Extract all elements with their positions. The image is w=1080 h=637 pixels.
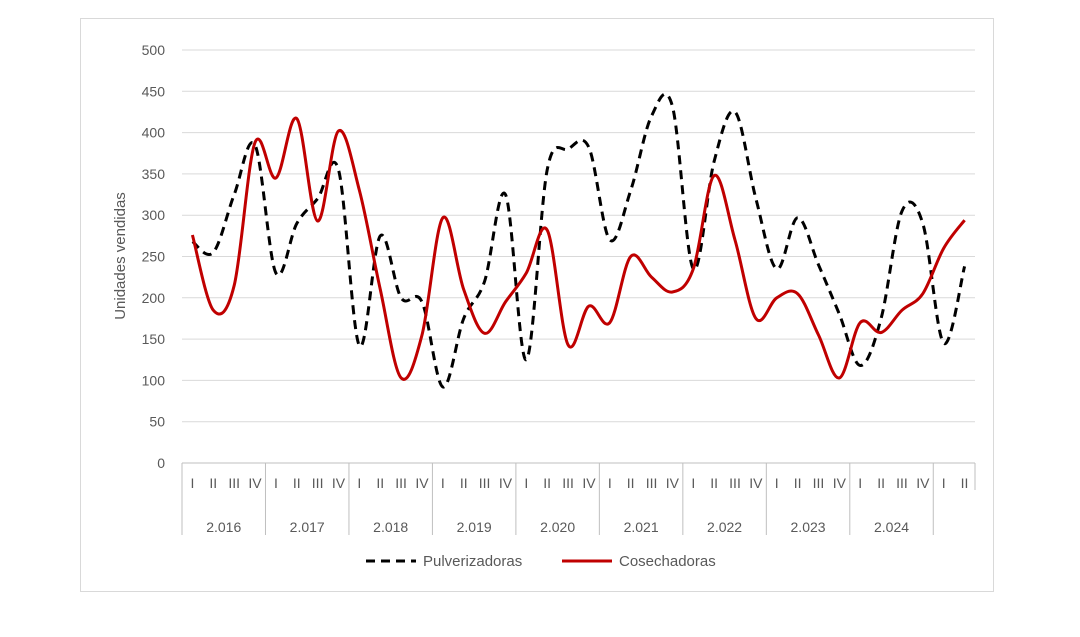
y-tick-label: 350: [142, 166, 166, 182]
x-tick-label: IV: [833, 475, 847, 491]
x-tick-label: I: [775, 475, 779, 491]
y-tick-label: 300: [142, 207, 166, 223]
y-tick-label: 500: [142, 42, 166, 58]
x-tick-label: I: [274, 475, 278, 491]
y-tick-label: 400: [142, 125, 166, 141]
x-tick-label: II: [710, 475, 718, 491]
x-tick-label: II: [877, 475, 885, 491]
y-tick-label: 450: [142, 83, 166, 99]
x-tick-label: IV: [332, 475, 346, 491]
x-tick-label: III: [813, 475, 825, 491]
series-line-cosechadoras: [190, 116, 966, 381]
x-tick-label: III: [896, 475, 908, 491]
x-tick-label: II: [293, 475, 301, 491]
x-tick-label: I: [942, 475, 946, 491]
y-tick-label: 200: [142, 290, 166, 306]
x-tick-label: I: [858, 475, 862, 491]
x-tick-label: I: [190, 475, 194, 491]
x-group-label: 2.023: [791, 519, 826, 535]
x-tick-label: I: [524, 475, 528, 491]
x-group-label: 2.019: [457, 519, 492, 535]
x-tick-label: II: [376, 475, 384, 491]
y-tick-label: 150: [142, 331, 166, 347]
legend-label-cosechadoras: Cosechadoras: [619, 553, 716, 570]
y-tick-label: 0: [157, 455, 165, 471]
legend-label-pulverizadoras: Pulverizadoras: [423, 553, 522, 570]
x-group-label: 2.020: [540, 519, 575, 535]
y-axis-title: Unidades vendidas: [112, 192, 129, 320]
y-tick-label: 50: [149, 414, 165, 430]
x-tick-label: III: [646, 475, 658, 491]
x-group-label: 2.024: [874, 519, 909, 535]
x-tick-label: IV: [582, 475, 596, 491]
x-group-label: 2.016: [206, 519, 241, 535]
x-group-label: 2.018: [373, 519, 408, 535]
x-tick-label: IV: [248, 475, 262, 491]
x-tick-label: IV: [666, 475, 680, 491]
x-tick-label: II: [543, 475, 551, 491]
x-group-label: 2.017: [290, 519, 325, 535]
y-tick-label: 100: [142, 372, 166, 388]
x-tick-label: III: [312, 475, 324, 491]
x-tick-label: IV: [499, 475, 513, 491]
chart-frame: 0 50 100 150 200 250 300 350 400 450 500 I II III IV I I…: [80, 18, 994, 592]
x-tick-label: III: [562, 475, 574, 491]
series-line-pulverizadoras: [191, 92, 967, 389]
x-tick-label: III: [228, 475, 240, 491]
x-tick-label: I: [691, 475, 695, 491]
x-tick-label: III: [479, 475, 491, 491]
y-tick-label: 250: [142, 249, 166, 265]
x-tick-label: I: [608, 475, 612, 491]
x-tick-label: II: [794, 475, 802, 491]
x-tick-label: IV: [916, 475, 930, 491]
x-tick-label: IV: [415, 475, 429, 491]
x-group-label: 2.022: [707, 519, 742, 535]
x-tick-label: I: [441, 475, 445, 491]
x-tick-label: II: [961, 475, 969, 491]
x-tick-label: III: [729, 475, 741, 491]
x-tick-label: II: [460, 475, 468, 491]
x-tick-label: I: [357, 475, 361, 491]
x-group-label: 2.021: [624, 519, 659, 535]
x-tick-label: IV: [749, 475, 763, 491]
x-tick-label: III: [395, 475, 407, 491]
x-tick-label: II: [209, 475, 217, 491]
x-tick-label: II: [627, 475, 635, 491]
